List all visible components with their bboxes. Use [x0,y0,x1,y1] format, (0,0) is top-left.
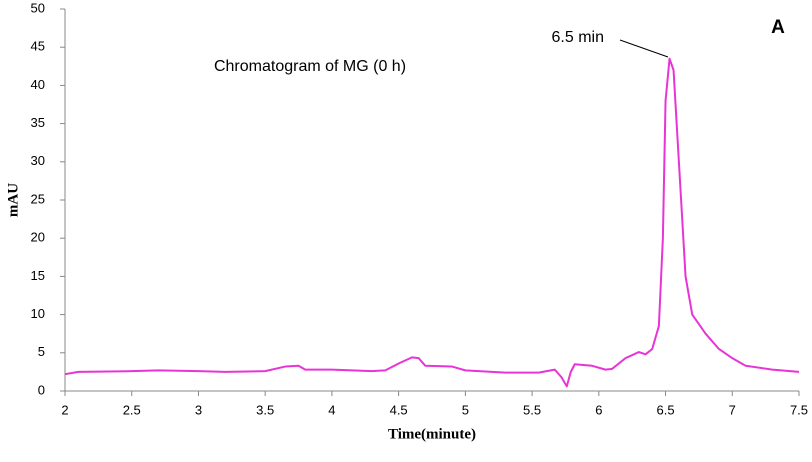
y-tick-label: 15 [31,268,45,283]
series-line [64,57,800,388]
y-tick-label: 50 [31,0,45,15]
x-tick-label: 3 [195,402,202,417]
y-tick-label: 40 [31,77,45,92]
annotation: 6.5 min [552,29,604,46]
chart-title: Chromatogram of MG (0 h) [214,58,406,75]
panel-label: A [771,17,785,38]
y-tick-label: 45 [31,39,45,54]
y-tick-label: 5 [38,344,45,359]
x-tick-label: 6.5 [657,402,675,417]
y-tick-label: 35 [31,115,45,130]
x-tick-label: 2 [61,402,68,417]
y-tick-label: 10 [31,306,45,321]
x-axis-label: Time(minute) [388,426,476,442]
x-tick-label: 5.5 [523,402,541,417]
x-tick-label: 6 [595,402,602,417]
x-tick-label: 7 [729,402,736,417]
x-tick-label: 7.5 [790,402,808,417]
y-axis-label: mAU [5,183,21,217]
y-tick-label: 0 [38,382,45,397]
x-tick-label: 4.5 [390,402,408,417]
y-tick-label: 20 [31,230,45,245]
annotation-leader [619,39,669,58]
x-tick-label: 3.5 [256,402,274,417]
y-tick-label: 25 [31,191,45,206]
y-tick-label: 30 [31,153,45,168]
x-tick-label: 5 [462,402,469,417]
x-tick-label: 2.5 [123,402,141,417]
x-tick-label: 4 [328,402,335,417]
